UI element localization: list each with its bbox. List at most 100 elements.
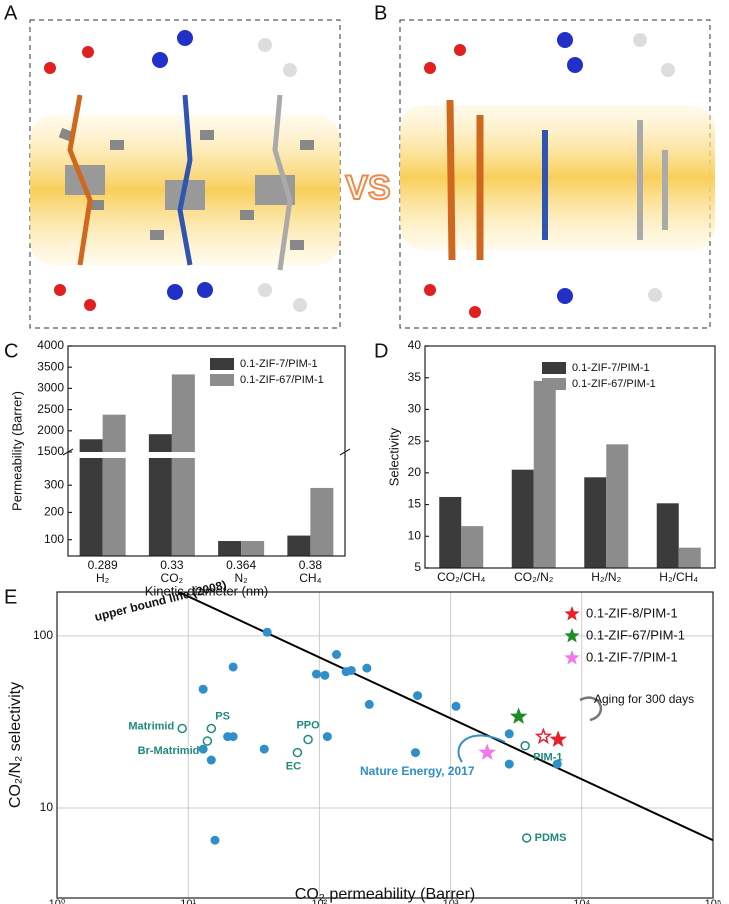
- legend-label: 0.1-ZIF-7/PIM-1: [240, 358, 318, 370]
- x-tick-label: H₂/CH₄: [659, 570, 698, 584]
- y-tick-label: 1500: [37, 444, 64, 458]
- y-tick-label: 25: [408, 433, 422, 447]
- axis-break: [68, 452, 345, 458]
- point-label: PPO: [296, 719, 320, 731]
- y-tick-label: 20: [408, 465, 422, 479]
- legend-swatch: [542, 362, 566, 374]
- panel-label: A: [4, 2, 18, 24]
- axes: [67, 345, 346, 557]
- bar: [241, 541, 265, 556]
- x-tick-label: CO₂/CH₄: [437, 570, 485, 584]
- open-point: [292, 747, 303, 758]
- point: [451, 701, 461, 711]
- x-tick-label: 10³: [443, 898, 459, 904]
- bar: [678, 547, 701, 568]
- legend-label: 0.1-ZIF-7/PIM-1: [586, 649, 678, 664]
- legend-marker: [564, 606, 580, 621]
- x-tick-label: 10²: [311, 898, 327, 904]
- x-tick-label: 10⁵: [705, 898, 722, 904]
- point: [210, 835, 220, 845]
- point-label: PIM-1: [533, 752, 562, 764]
- legend-label: 0.1-ZIF-67/PIM-1: [240, 374, 324, 386]
- x-tick-label: H₂: [96, 571, 110, 585]
- axes: [424, 345, 716, 569]
- star-point: [549, 730, 567, 747]
- arrow: [579, 696, 602, 722]
- vs-label: VS: [345, 169, 390, 207]
- x-tick-label: 0.364: [226, 558, 256, 572]
- point: [410, 748, 420, 758]
- y-tick-label: 3500: [37, 359, 64, 373]
- bar: [102, 414, 126, 556]
- x-tick-label: 0.289: [88, 558, 118, 572]
- y-tick-label: 5: [414, 560, 421, 574]
- point-label: PS: [215, 710, 230, 722]
- point-label: Matrimid: [128, 720, 174, 732]
- axes: [56, 591, 714, 899]
- y-axis-label: Permeability (Barrer): [9, 391, 24, 511]
- point-label: Br-Matrimid: [138, 745, 200, 757]
- x-tick-label: 10⁰: [49, 898, 66, 904]
- point: [320, 670, 330, 680]
- point: [198, 744, 208, 754]
- legend-label: 0.1-ZIF-7/PIM-1: [572, 362, 650, 374]
- panel-label: D: [374, 340, 388, 362]
- y-tick-label: 35: [408, 370, 422, 384]
- open-point: [303, 734, 313, 745]
- x-tick-label: CH₄: [299, 571, 321, 585]
- y-tick-label: 100: [44, 532, 64, 546]
- bar: [511, 469, 534, 568]
- illustration-b: [399, 19, 715, 329]
- y-tick-label: 300: [44, 477, 64, 491]
- legend-marker: [564, 628, 580, 643]
- point: [504, 759, 514, 769]
- x-tick-label: 10¹: [180, 898, 196, 904]
- legend-swatch: [542, 378, 566, 390]
- panel-label: C: [4, 340, 18, 362]
- bar: [287, 535, 311, 556]
- y-tick-label: 15: [408, 497, 422, 511]
- bar: [656, 503, 679, 568]
- bar: [310, 487, 334, 556]
- bar: [218, 541, 242, 556]
- bar: [148, 434, 172, 556]
- point: [259, 744, 269, 754]
- plot-area: [176, 592, 713, 845]
- open-point: [521, 833, 532, 843]
- open-point: [520, 741, 530, 751]
- x-tick-label: 0.33: [160, 558, 184, 572]
- point: [228, 732, 238, 742]
- upper-bound-line: [176, 592, 713, 842]
- legend-label: 0.1-ZIF-67/PIM-1: [586, 627, 685, 642]
- point: [413, 691, 423, 701]
- point: [198, 684, 208, 694]
- point: [206, 755, 216, 765]
- open-point: [177, 723, 187, 734]
- y-tick-label: 4000: [37, 338, 64, 352]
- point: [262, 627, 272, 637]
- legend-swatch: [210, 374, 234, 386]
- axis-break: [339, 448, 351, 456]
- y-tick-label: 30: [408, 402, 422, 416]
- y-axis-label: CO₂/N₂ selectivity: [7, 682, 24, 808]
- legend-label: 0.1-ZIF-67/PIM-1: [572, 378, 656, 390]
- bar: [439, 496, 462, 568]
- point: [364, 699, 374, 709]
- bar: [606, 444, 629, 568]
- x-tick-label: H₂/N₂: [591, 570, 621, 584]
- panel-label: E: [4, 586, 17, 608]
- legend-swatch: [210, 358, 234, 370]
- x-tick-label: N₂: [234, 571, 248, 585]
- x-tick-label: 10⁴: [573, 898, 590, 904]
- y-tick-label: 10: [408, 528, 422, 542]
- annotation: Nature Energy, 2017: [360, 764, 475, 778]
- x-axis-label: CO₂ permeability (Barrer): [295, 886, 475, 903]
- panel-label: B: [374, 2, 387, 24]
- y-axis-label: Selectivity: [386, 427, 401, 486]
- point-label: PDMS: [535, 832, 567, 844]
- y-tick-label: 10: [40, 800, 54, 814]
- open-point: [206, 723, 217, 734]
- point: [311, 669, 321, 679]
- point-label: EC: [286, 760, 301, 772]
